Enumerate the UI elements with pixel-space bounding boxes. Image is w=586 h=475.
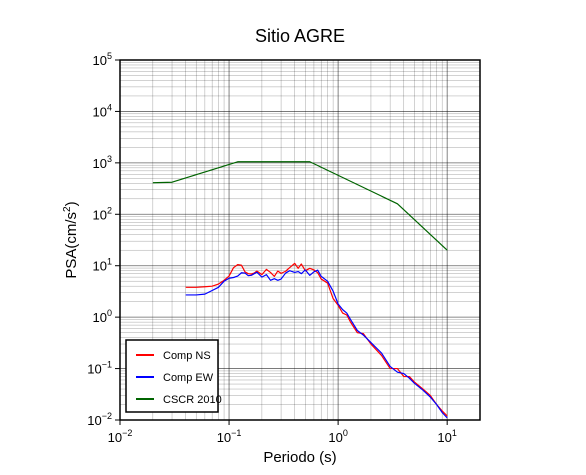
y-tick-exp: −2 (102, 411, 112, 421)
x-tick-label: 10−1 (217, 428, 242, 445)
y-tick-base: 10 (93, 310, 107, 325)
y-tick-base: 10 (93, 104, 107, 119)
y-tick-base: 10 (93, 259, 107, 274)
y-tick-label: 100 (93, 308, 112, 325)
y-tick-label: 104 (93, 102, 112, 119)
y-tick-base: 10 (87, 362, 101, 377)
y-tick-label: 105 (93, 51, 112, 68)
y-tick-label: 101 (93, 257, 112, 274)
x-tick-base: 10 (108, 430, 122, 445)
y-axis-label: PSA(cm/s2) (62, 201, 80, 278)
y-axis-label-base: PSA(cm/s (63, 212, 80, 279)
series-line-1 (185, 269, 448, 419)
legend-label: CSCR 2010 (163, 394, 222, 406)
legend-label: Comp NS (163, 350, 211, 362)
x-tick-exp: 1 (452, 428, 457, 438)
series-line-2 (152, 161, 448, 251)
y-tick-exp: 3 (107, 154, 112, 164)
y-axis-label-sup: 2 (62, 206, 73, 212)
chart-title: Sitio AGRE (255, 26, 345, 46)
series-lines (152, 161, 448, 419)
y-tick-label: 10−1 (87, 360, 112, 377)
grid (119, 59, 481, 421)
y-axis-label-close: ) (63, 201, 80, 206)
y-tick-exp: −1 (102, 360, 112, 370)
y-tick-base: 10 (93, 53, 107, 68)
y-tick-exp: 4 (107, 102, 112, 112)
x-tick-exp: 0 (343, 428, 348, 438)
x-tick-base: 10 (217, 430, 231, 445)
y-tick-exp: 5 (107, 51, 112, 61)
y-tick-base: 10 (93, 207, 107, 222)
y-tick-exp: 0 (107, 308, 112, 318)
y-tick-label: 103 (93, 154, 112, 171)
x-tick-label: 101 (437, 428, 456, 445)
x-tick-label: 10−2 (108, 428, 133, 445)
y-tick-label: 10−2 (87, 411, 112, 428)
x-tick-label: 100 (328, 428, 347, 445)
x-tick-base: 10 (328, 430, 342, 445)
legend-label: Comp EW (163, 372, 214, 384)
y-axis-label-group: PSA(cm/s2) (62, 201, 80, 278)
x-tick-exp: −2 (122, 428, 132, 438)
y-tick-exp: 1 (107, 257, 112, 267)
y-tick-base: 10 (87, 413, 101, 428)
series-line-0 (185, 262, 448, 417)
x-tick-exp: −1 (231, 428, 241, 438)
y-tick-base: 10 (93, 156, 107, 171)
y-tick-label: 102 (93, 205, 112, 222)
x-axis-label: Periodo (s) (263, 449, 336, 466)
y-tick-exp: 2 (107, 205, 112, 215)
x-tick-base: 10 (437, 430, 451, 445)
plot-frame (119, 59, 481, 421)
legend: Comp NS Comp EW CSCR 2010 (125, 339, 222, 413)
